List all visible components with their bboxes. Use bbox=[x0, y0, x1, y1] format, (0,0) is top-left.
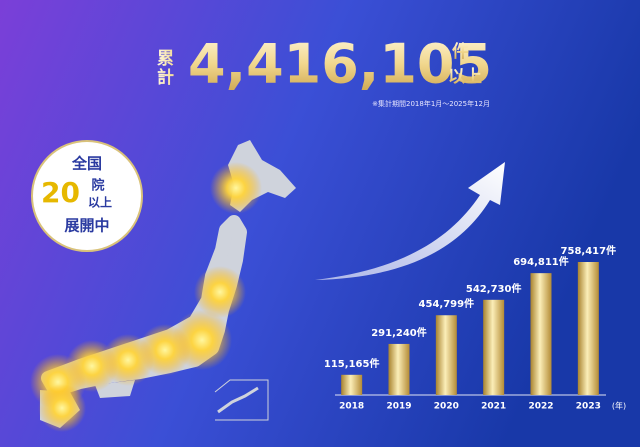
bar bbox=[530, 273, 552, 395]
x-tick-label: 2018 bbox=[339, 402, 364, 412]
bar bbox=[341, 374, 363, 395]
value-label: 694,811件 bbox=[513, 255, 569, 268]
badge: 全国 20 院 以上 展開中 bbox=[31, 140, 143, 252]
badge-text: 院 bbox=[91, 178, 104, 194]
value-label: 115,165件 bbox=[324, 357, 380, 370]
value-label: 758,417件 bbox=[561, 244, 617, 257]
badge-text: 以上 bbox=[88, 195, 112, 210]
badge-text: 全国 bbox=[71, 155, 102, 173]
headline-total: 4,416,105 bbox=[188, 33, 492, 96]
value-label: 291,240件 bbox=[371, 326, 427, 339]
bar bbox=[388, 343, 410, 395]
headline-suffix: 件 bbox=[452, 41, 469, 62]
x-tick-label: 2023 bbox=[576, 402, 601, 412]
headline-prefix: 累計 bbox=[153, 49, 174, 87]
x-axis-unit: (年) bbox=[612, 401, 626, 411]
bar bbox=[577, 262, 599, 395]
badge-number: 20 bbox=[41, 176, 80, 209]
x-tick-label: 2019 bbox=[386, 402, 411, 412]
value-label: 454,799件 bbox=[419, 297, 475, 310]
bar bbox=[435, 315, 457, 395]
headline-note: ※集計期間2018年1月～2025年12月 bbox=[372, 99, 490, 108]
x-tick-label: 2020 bbox=[434, 402, 459, 412]
bar bbox=[483, 299, 505, 395]
growth-arrow bbox=[315, 162, 505, 280]
x-tick-label: 2022 bbox=[528, 402, 553, 412]
clinic-glows bbox=[30, 162, 262, 432]
badge-text: 展開中 bbox=[64, 217, 109, 235]
x-tick-label: 2021 bbox=[481, 402, 506, 412]
bar-chart: 115,165件 2018 291,240件 2019 454,799件 2020 542,… bbox=[324, 244, 626, 412]
value-label: 542,730件 bbox=[466, 282, 522, 295]
headline-suffix: 以上 bbox=[448, 67, 482, 87]
